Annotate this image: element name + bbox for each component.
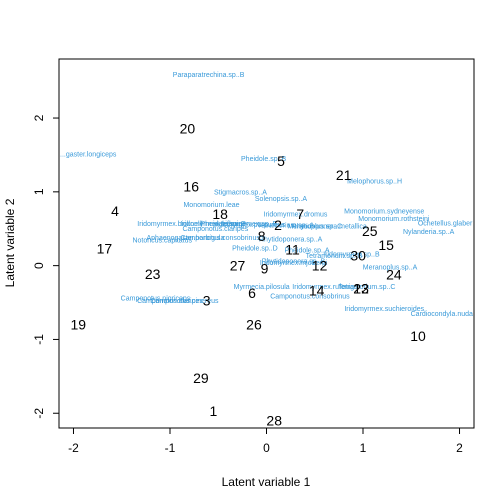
species-label: Notoncus.capitatus [132,237,192,244]
y-tick-label: -1 [32,334,46,345]
site-label: 9 [261,261,269,277]
site-label: 16 [183,179,199,195]
site-label: 1 [210,403,218,419]
y-tick-label: 1 [32,188,46,195]
species-label: Tetramorium.sp..C [338,284,395,291]
species-label: Iridomyrmex.sp..B [323,251,380,258]
species-label: Iridomyrmex.rufoniger [180,221,249,228]
x-tick-label: -1 [165,441,176,455]
x-tick-label: -2 [68,441,79,455]
species-label: Nylanderia.sp..A [403,229,455,236]
site-label: 10 [410,328,426,344]
x-axis: -2 -1 0 1 2 [68,428,463,455]
x-tick-label: 0 [263,441,270,455]
site-label: 26 [246,317,262,333]
site-label: 28 [266,413,282,429]
species-label: Tetramorium.sp..A [257,223,314,230]
species-label: Rhytidoponera.sp..B [262,259,326,266]
site-label: 19 [71,317,87,333]
species-label: Meranoplus.sp..A [363,265,418,272]
species-label: Camponotus.consobrinus [180,235,260,242]
species-label: Camponotus.nigriceps [121,296,191,303]
site-label: 25 [362,223,378,239]
species-label: Rhytidoponera.metallica [292,223,367,230]
species-label: Meranoplus.sp..C [287,223,342,230]
site-label: 14 [309,283,325,299]
site-label: 21 [336,167,352,183]
y-axis-title: Latent variable 2 [3,198,17,287]
species-label: Monomorium.rothsteini [358,216,430,223]
species-label: Aphaenogaster.barbigula [147,235,225,242]
species-label: Camponotus.cinereus [150,298,219,305]
species-label: Iridomyrmex.suchieroides [344,306,424,313]
species-label: Iridomyrmex.purpureus [213,222,285,229]
site-label: 11 [285,241,300,257]
species-label: ...gaster.longiceps [60,152,117,159]
y-axis: -2 -1 0 1 2 [32,114,59,419]
species-label: Iridomyrmex.dromus [264,211,328,218]
x-axis-title: Latent variable 1 [222,475,311,489]
site-label: 6 [248,285,256,301]
species-label: Monomorium.sydneyense [344,209,424,216]
y-tick-label: 0 [32,262,46,269]
site-label: 5 [277,153,285,169]
site-label: 2 [274,217,282,233]
species-label: Myrmecia.pilosula [234,284,290,291]
species-label: Rhytidoponera.sp..A [259,237,323,244]
species-label: Pheidole.sp..B [241,156,286,163]
species-label: Iridomyrmex.bicknelli [137,221,203,228]
species-label: Solenopsis.sp..A [255,196,307,203]
species-label: Paraparatrechina.sp..B [173,72,245,79]
site-label: 23 [145,266,161,282]
species-label: Cardiocondyla.nuda [411,311,473,318]
y-tick-label: 2 [32,114,46,121]
species-label: Monomorium.leae [183,202,239,209]
species-label: Pheidole.sp..E [200,221,245,228]
site-label: 22 [353,281,369,297]
species-label: Iridomyrmex.sp..E [221,221,278,228]
site-label: 13 [353,281,369,297]
site-label: 18 [212,206,228,222]
species-label: Melophorus.sp..H [347,178,402,185]
species-label: Iridomyrmex.mjobergi [260,260,328,267]
site-label: 8 [258,228,266,244]
site-label: 27 [230,258,246,274]
species-label: Camponotus.claripes [182,226,248,233]
site-label: 17 [97,241,113,257]
site-label: 30 [350,247,366,263]
species-labels: Paraparatrechina.sp..B Pheidole.sp..B Melo… [60,72,473,318]
species-label: Iridomyrmex.rufoniger [292,284,361,291]
site-label: 7 [296,206,304,222]
site-label: 20 [180,120,196,136]
site-label: 24 [386,266,402,282]
species-label: Camponotus.consobrinus [270,293,350,300]
site-label: 29 [193,370,209,386]
site-label: 4 [111,203,119,219]
species-label: Stigmacros.sp..A [214,189,267,196]
x-tick-label: 1 [360,441,367,455]
site-label: 12 [312,258,328,274]
species-label: Tetramorium.sp..B [306,253,363,260]
species-label: Camponotus.claripes [137,298,203,305]
y-tick-label: -2 [32,408,46,419]
species-label: Pheidole.sp..D [232,245,278,252]
species-label: Ochetellus.glaber [418,220,473,227]
x-tick-label: 2 [456,441,463,455]
site-label: 3 [203,292,211,308]
species-label: Pheidole.sp..A [284,248,329,255]
site-label: 15 [378,237,394,253]
